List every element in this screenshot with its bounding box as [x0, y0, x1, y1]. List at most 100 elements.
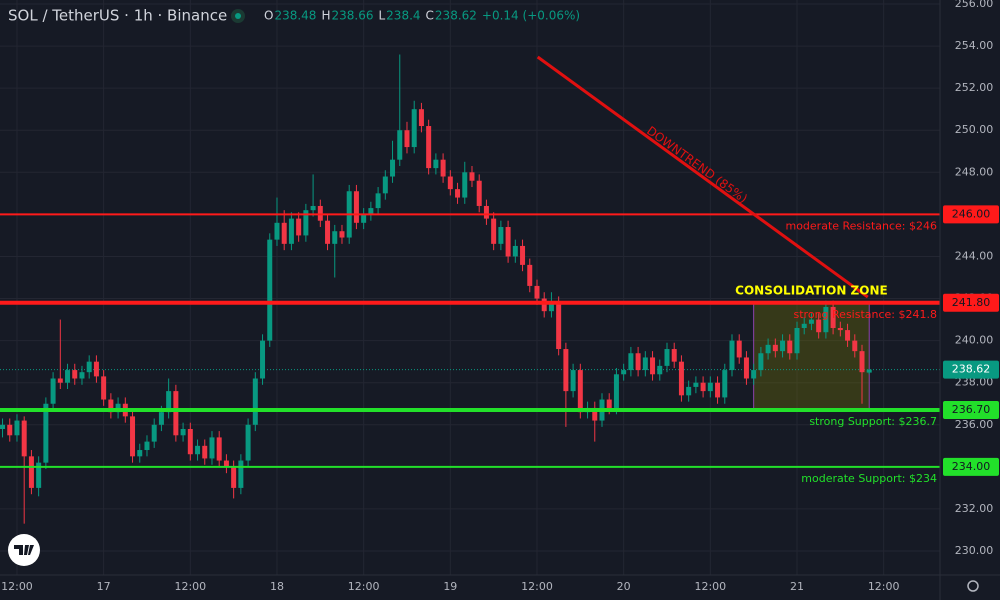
candle-body [505, 227, 511, 257]
candle-body [65, 370, 71, 383]
candle-body [707, 382, 713, 392]
candle-body [404, 130, 410, 148]
candle-body [751, 370, 757, 379]
candle-body [483, 205, 489, 219]
candle-body [418, 109, 424, 127]
candle-body [527, 264, 533, 286]
price-box [943, 401, 999, 420]
candle-body [548, 302, 554, 312]
y-tick-label: 244.00 [955, 249, 994, 262]
candle-body [650, 357, 656, 375]
candle-body [693, 382, 699, 387]
candle-body [556, 302, 562, 350]
candle-body [397, 130, 403, 160]
candle-body [621, 370, 627, 375]
candle-body [512, 245, 518, 257]
candle-body [606, 399, 612, 408]
price-box [943, 205, 999, 224]
candle-body [325, 220, 331, 244]
current-price-label: 238.62 [952, 363, 991, 376]
gear[interactable] [967, 580, 979, 592]
x-tick-label: 18 [270, 580, 284, 593]
indicator-dot [235, 13, 241, 19]
candle-body [86, 361, 92, 373]
candle-body [743, 357, 749, 379]
current-price-box [943, 360, 999, 379]
x-tick-label: 12:00 [521, 580, 553, 593]
candle-body [79, 372, 85, 379]
x-tick-label: 12:00 [868, 580, 900, 593]
candle-body [592, 407, 598, 421]
candle-body [837, 328, 843, 331]
candle-body [267, 239, 273, 341]
candle-body [671, 349, 677, 362]
logo [8, 534, 40, 566]
candle-body [635, 353, 641, 371]
candle-body [108, 399, 114, 413]
settings-icon[interactable] [967, 580, 979, 592]
candle-body [130, 416, 136, 457]
candle-body [801, 323, 807, 329]
candle-body [375, 193, 381, 209]
x-tick-label: 12:00 [348, 580, 380, 593]
symbol: SOL / TetherUS · 1h · Binance [8, 7, 227, 25]
candle-body [339, 231, 345, 238]
candle-body [866, 369, 872, 373]
level-label: moderate Resistance: $246 [785, 219, 937, 232]
candle-body [678, 361, 684, 396]
y-tick-label: 248.00 [955, 165, 994, 178]
candle-body [433, 159, 439, 169]
candle-body [852, 340, 858, 352]
candle-body [288, 218, 294, 244]
ohlc-value: 238.4 [386, 9, 420, 23]
candle-body [729, 340, 735, 371]
price-box [943, 457, 999, 476]
candle-body [823, 306, 829, 333]
price-box [943, 293, 999, 312]
ohlc-value: 238.66 [331, 9, 373, 23]
candle-body [28, 456, 34, 488]
candle-body [447, 176, 453, 190]
candle-body [260, 340, 266, 379]
candle-body [491, 218, 497, 244]
candle-body [180, 428, 186, 436]
x-tick-label: 12:00 [174, 580, 206, 593]
candle-body [382, 176, 388, 194]
candle-body [166, 391, 172, 413]
x-tick-label: 17 [97, 580, 111, 593]
price-box-label: 234.00 [952, 460, 991, 473]
candle-body [353, 191, 359, 223]
logo-circle [8, 534, 40, 566]
candle-body [426, 126, 432, 169]
x-tick-label: 20 [617, 580, 631, 593]
candle-body [0, 424, 6, 429]
candle-body [101, 376, 107, 400]
y-tick-label: 250.00 [955, 123, 994, 136]
candle-body [173, 391, 179, 436]
candle-body [570, 370, 576, 392]
ohlc-label: C [426, 9, 434, 23]
logo-mark [14, 545, 34, 555]
trendline [536, 55, 869, 299]
candle-body [137, 450, 143, 457]
candle-body [462, 172, 468, 198]
candle-body [361, 214, 367, 223]
y-tick-label: 230.00 [955, 544, 994, 557]
candle-body [7, 424, 13, 436]
candle-body [765, 344, 771, 354]
candle-body [534, 285, 540, 299]
candle-body [390, 159, 396, 177]
candle-body [274, 222, 280, 240]
candle-body [808, 319, 814, 324]
candle-body [332, 231, 338, 244]
candle-body [613, 374, 619, 408]
y-tick-label: 252.00 [955, 81, 994, 94]
candle-body [317, 205, 323, 221]
candle-body [780, 340, 786, 352]
candle-body [144, 441, 150, 451]
candle-body [787, 340, 793, 354]
candle-body [455, 189, 461, 198]
candle-body [310, 205, 316, 211]
candle-body [281, 222, 287, 244]
